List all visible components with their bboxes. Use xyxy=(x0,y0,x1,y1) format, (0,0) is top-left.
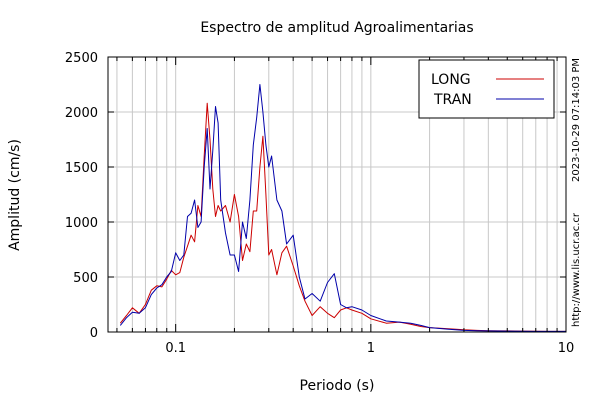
y-axis-label: Amplitud (cm/s) xyxy=(7,139,23,251)
x-tick-label: 0.1 xyxy=(165,341,186,356)
tick-layer: 0.1 1 10 0 500 1000 1500 2000 2500 xyxy=(65,51,574,356)
y-tick-label: 2000 xyxy=(65,106,98,121)
legend-label-long: LONG xyxy=(431,72,471,88)
y-tick-label: 1000 xyxy=(65,216,98,231)
y-tick-label: 0 xyxy=(90,326,98,341)
y-tick-label: 1500 xyxy=(65,161,98,176)
legend: LONG TRAN xyxy=(418,59,555,119)
source-url: http://www.lis.ucr.ac.cr xyxy=(571,212,582,327)
series-layer xyxy=(119,84,566,332)
chart-title: Espectro de amplitud Agroalimentarias xyxy=(200,20,473,36)
timestamp: 2023-10-29 07:14:03 PM xyxy=(571,58,582,182)
plot-frame xyxy=(107,56,567,333)
legend-box xyxy=(418,59,555,119)
series-line-tran xyxy=(119,84,566,332)
x-tick-label: 1 xyxy=(367,341,375,356)
y-tick-label: 500 xyxy=(73,271,98,286)
y-tick-label: 2500 xyxy=(65,51,98,66)
x-axis-label: Periodo (s) xyxy=(300,378,375,394)
legend-label-tran: TRAN xyxy=(433,92,472,108)
x-tick-label: 10 xyxy=(558,341,575,356)
series-line-long xyxy=(119,102,566,332)
